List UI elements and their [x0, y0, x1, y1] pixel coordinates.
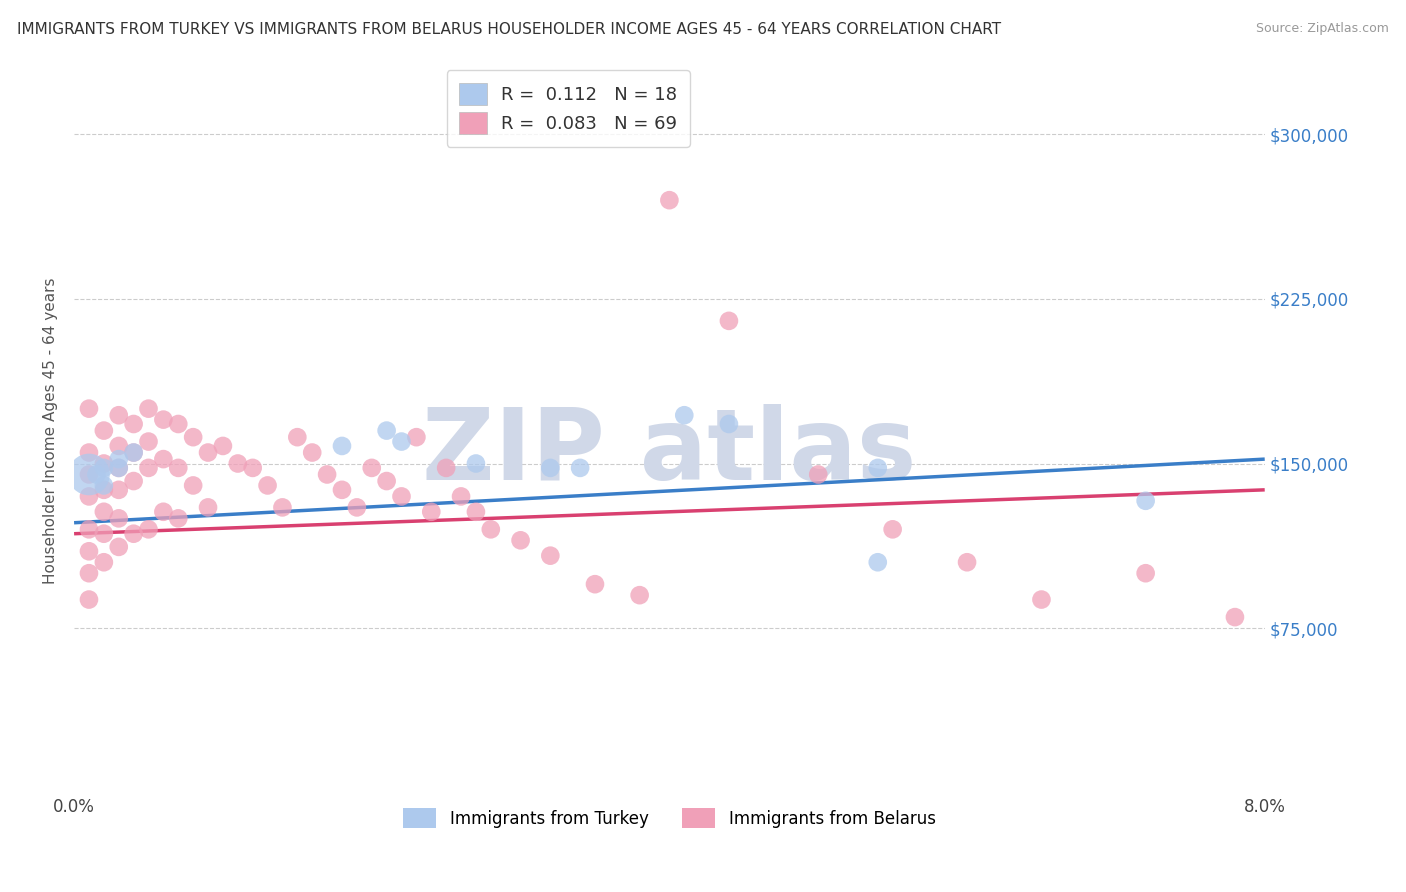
Point	[167, 461, 190, 475]
Point	[242, 461, 264, 475]
Point	[107, 461, 129, 475]
Point	[434, 461, 457, 475]
Point	[122, 445, 145, 459]
Point	[509, 533, 531, 548]
Point	[1223, 610, 1246, 624]
Point	[420, 505, 443, 519]
Point	[405, 430, 427, 444]
Point	[391, 434, 413, 449]
Text: ZIP atlas: ZIP atlas	[422, 404, 917, 500]
Point	[181, 430, 204, 444]
Point	[77, 467, 100, 482]
Point	[77, 401, 100, 416]
Point	[346, 500, 368, 515]
Point	[197, 500, 219, 515]
Point	[138, 434, 160, 449]
Point	[107, 511, 129, 525]
Point	[391, 490, 413, 504]
Point	[93, 483, 115, 497]
Point	[93, 526, 115, 541]
Point	[375, 474, 398, 488]
Point	[122, 445, 145, 459]
Point	[122, 417, 145, 431]
Point	[122, 474, 145, 488]
Point	[330, 483, 353, 497]
Point	[538, 549, 561, 563]
Point	[1135, 493, 1157, 508]
Point	[107, 452, 129, 467]
Point	[93, 555, 115, 569]
Point	[138, 401, 160, 416]
Point	[77, 490, 100, 504]
Point	[464, 505, 486, 519]
Point	[464, 457, 486, 471]
Point	[138, 522, 160, 536]
Point	[181, 478, 204, 492]
Point	[77, 592, 100, 607]
Point	[717, 314, 740, 328]
Point	[375, 424, 398, 438]
Point	[479, 522, 502, 536]
Point	[882, 522, 904, 536]
Point	[285, 430, 308, 444]
Point	[167, 417, 190, 431]
Point	[77, 467, 100, 482]
Point	[93, 505, 115, 519]
Point	[807, 467, 830, 482]
Point	[77, 566, 100, 581]
Legend: Immigrants from Turkey, Immigrants from Belarus: Immigrants from Turkey, Immigrants from …	[396, 801, 942, 835]
Point	[316, 467, 339, 482]
Point	[77, 522, 100, 536]
Point	[93, 424, 115, 438]
Y-axis label: Householder Income Ages 45 - 64 years: Householder Income Ages 45 - 64 years	[44, 277, 58, 584]
Point	[107, 409, 129, 423]
Point	[628, 588, 651, 602]
Point	[212, 439, 235, 453]
Point	[717, 417, 740, 431]
Point	[271, 500, 294, 515]
Point	[956, 555, 979, 569]
Point	[152, 505, 174, 519]
Point	[673, 409, 696, 423]
Point	[152, 452, 174, 467]
Point	[866, 461, 889, 475]
Point	[77, 445, 100, 459]
Point	[167, 511, 190, 525]
Point	[197, 445, 219, 459]
Point	[107, 483, 129, 497]
Point	[138, 461, 160, 475]
Point	[93, 461, 115, 475]
Point	[226, 457, 249, 471]
Point	[1031, 592, 1053, 607]
Point	[360, 461, 382, 475]
Point	[107, 461, 129, 475]
Point	[152, 412, 174, 426]
Point	[107, 540, 129, 554]
Point	[122, 526, 145, 541]
Text: Source: ZipAtlas.com: Source: ZipAtlas.com	[1256, 22, 1389, 36]
Text: IMMIGRANTS FROM TURKEY VS IMMIGRANTS FROM BELARUS HOUSEHOLDER INCOME AGES 45 - 6: IMMIGRANTS FROM TURKEY VS IMMIGRANTS FRO…	[17, 22, 1001, 37]
Point	[1135, 566, 1157, 581]
Point	[107, 439, 129, 453]
Point	[330, 439, 353, 453]
Point	[256, 478, 278, 492]
Point	[86, 467, 108, 482]
Point	[301, 445, 323, 459]
Point	[93, 478, 115, 492]
Point	[658, 193, 681, 207]
Point	[450, 490, 472, 504]
Point	[866, 555, 889, 569]
Point	[569, 461, 592, 475]
Point	[583, 577, 606, 591]
Point	[93, 457, 115, 471]
Point	[538, 461, 561, 475]
Point	[77, 544, 100, 558]
